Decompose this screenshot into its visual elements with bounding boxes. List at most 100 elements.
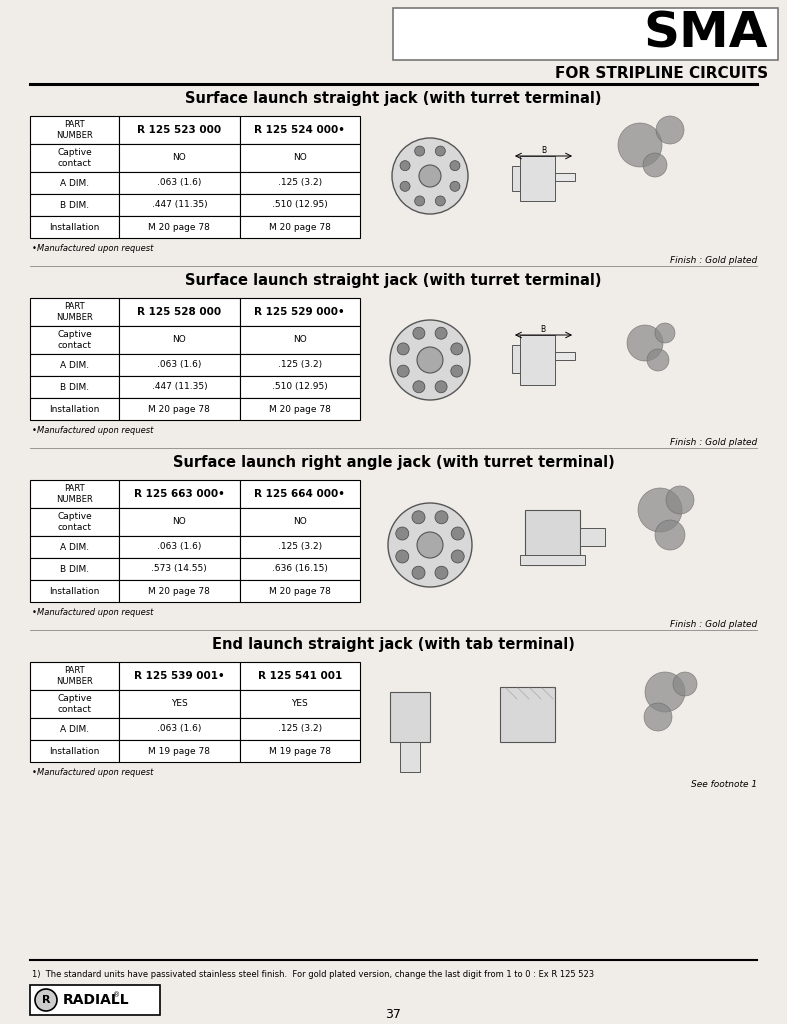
Bar [30,536,119,558]
Text: •Manufactured upon request: •Manufactured upon request [32,426,153,435]
Bar [30,740,119,762]
Text: PART
NUMBER: PART NUMBER [56,667,93,686]
Bar [30,690,119,718]
Text: Finish : Gold plated: Finish : Gold plated [670,256,757,265]
Text: R 125 664 000•: R 125 664 000• [254,489,345,499]
Text: NO: NO [172,517,187,526]
Text: 37: 37 [386,1009,401,1022]
Text: YES: YES [291,699,309,709]
Bar [239,580,360,602]
Text: R: R [42,995,50,1005]
Circle shape [435,196,445,206]
Bar [119,580,239,602]
Bar [512,345,520,373]
Bar [555,352,575,360]
Circle shape [35,989,57,1011]
Text: Installation: Installation [50,222,100,231]
Circle shape [397,343,409,355]
Text: B DIM.: B DIM. [60,383,89,391]
Bar [119,398,239,420]
Text: .125 (3.2): .125 (3.2) [278,178,322,187]
Text: R 125 523 000: R 125 523 000 [137,125,221,135]
Text: .125 (3.2): .125 (3.2) [278,725,322,733]
Text: R 125 529 000•: R 125 529 000• [254,307,345,317]
Bar [119,718,239,740]
Circle shape [656,116,684,144]
Circle shape [435,328,447,339]
Bar [525,510,580,565]
Circle shape [392,138,468,214]
Bar [239,298,360,326]
Bar [119,172,239,194]
Bar [580,528,605,546]
Bar [239,376,360,398]
Circle shape [450,181,460,191]
Circle shape [400,161,410,171]
Bar [30,662,119,690]
Circle shape [643,153,667,177]
Bar [390,692,430,742]
Circle shape [397,366,409,377]
Bar [520,555,585,565]
Text: .125 (3.2): .125 (3.2) [278,543,322,552]
Bar [30,194,119,216]
Bar [400,742,420,772]
Bar [119,216,239,238]
Text: M 20 page 78: M 20 page 78 [149,404,210,414]
Text: End launch straight jack (with tab terminal): End launch straight jack (with tab termi… [212,637,575,651]
Text: M 20 page 78: M 20 page 78 [269,587,331,596]
Bar [239,558,360,580]
Circle shape [415,146,425,156]
Text: Installation: Installation [50,404,100,414]
Circle shape [413,328,425,339]
Text: .063 (1.6): .063 (1.6) [157,543,201,552]
Text: Captive
contact: Captive contact [57,331,92,350]
Circle shape [435,146,445,156]
Circle shape [435,566,448,580]
Text: Finish : Gold plated: Finish : Gold plated [670,620,757,629]
Circle shape [673,672,697,696]
Text: PART
NUMBER: PART NUMBER [56,484,93,504]
Bar [30,985,160,1015]
Text: FOR STRIPLINE CIRCUITS: FOR STRIPLINE CIRCUITS [555,67,768,82]
Text: M 20 page 78: M 20 page 78 [269,222,331,231]
Bar [239,508,360,536]
Text: Captive
contact: Captive contact [57,148,92,168]
Text: B: B [541,146,546,155]
Circle shape [655,323,675,343]
Text: A DIM.: A DIM. [60,360,89,370]
Bar [119,354,239,376]
Bar [520,156,555,201]
Text: M 20 page 78: M 20 page 78 [149,222,210,231]
Text: RADIALL: RADIALL [63,993,130,1007]
Bar [119,662,239,690]
Bar [30,398,119,420]
Text: R 125 528 000: R 125 528 000 [137,307,221,317]
Bar [30,354,119,376]
Text: .063 (1.6): .063 (1.6) [157,360,201,370]
Circle shape [412,511,425,524]
Text: .125 (3.2): .125 (3.2) [278,360,322,370]
Circle shape [415,196,425,206]
Bar [119,194,239,216]
Bar [30,216,119,238]
Bar [119,116,239,144]
Text: NO: NO [172,336,187,344]
Text: R 125 541 001: R 125 541 001 [257,671,342,681]
Bar [239,144,360,172]
Text: .636 (16.15): .636 (16.15) [272,564,327,573]
Text: M 19 page 78: M 19 page 78 [148,746,210,756]
Text: Captive
contact: Captive contact [57,512,92,531]
Text: .447 (11.35): .447 (11.35) [152,201,207,210]
Text: B: B [541,325,545,334]
Text: R 125 663 000•: R 125 663 000• [134,489,225,499]
Bar [30,508,119,536]
Bar [239,172,360,194]
Text: 1)  The standard units have passivated stainless steel finish.  For gold plated : 1) The standard units have passivated st… [32,970,594,979]
Text: Surface launch straight jack (with turret terminal): Surface launch straight jack (with turre… [185,272,602,288]
Text: R 125 524 000•: R 125 524 000• [254,125,345,135]
Bar [239,536,360,558]
Bar [119,558,239,580]
Text: A DIM.: A DIM. [60,178,89,187]
Circle shape [435,511,448,524]
